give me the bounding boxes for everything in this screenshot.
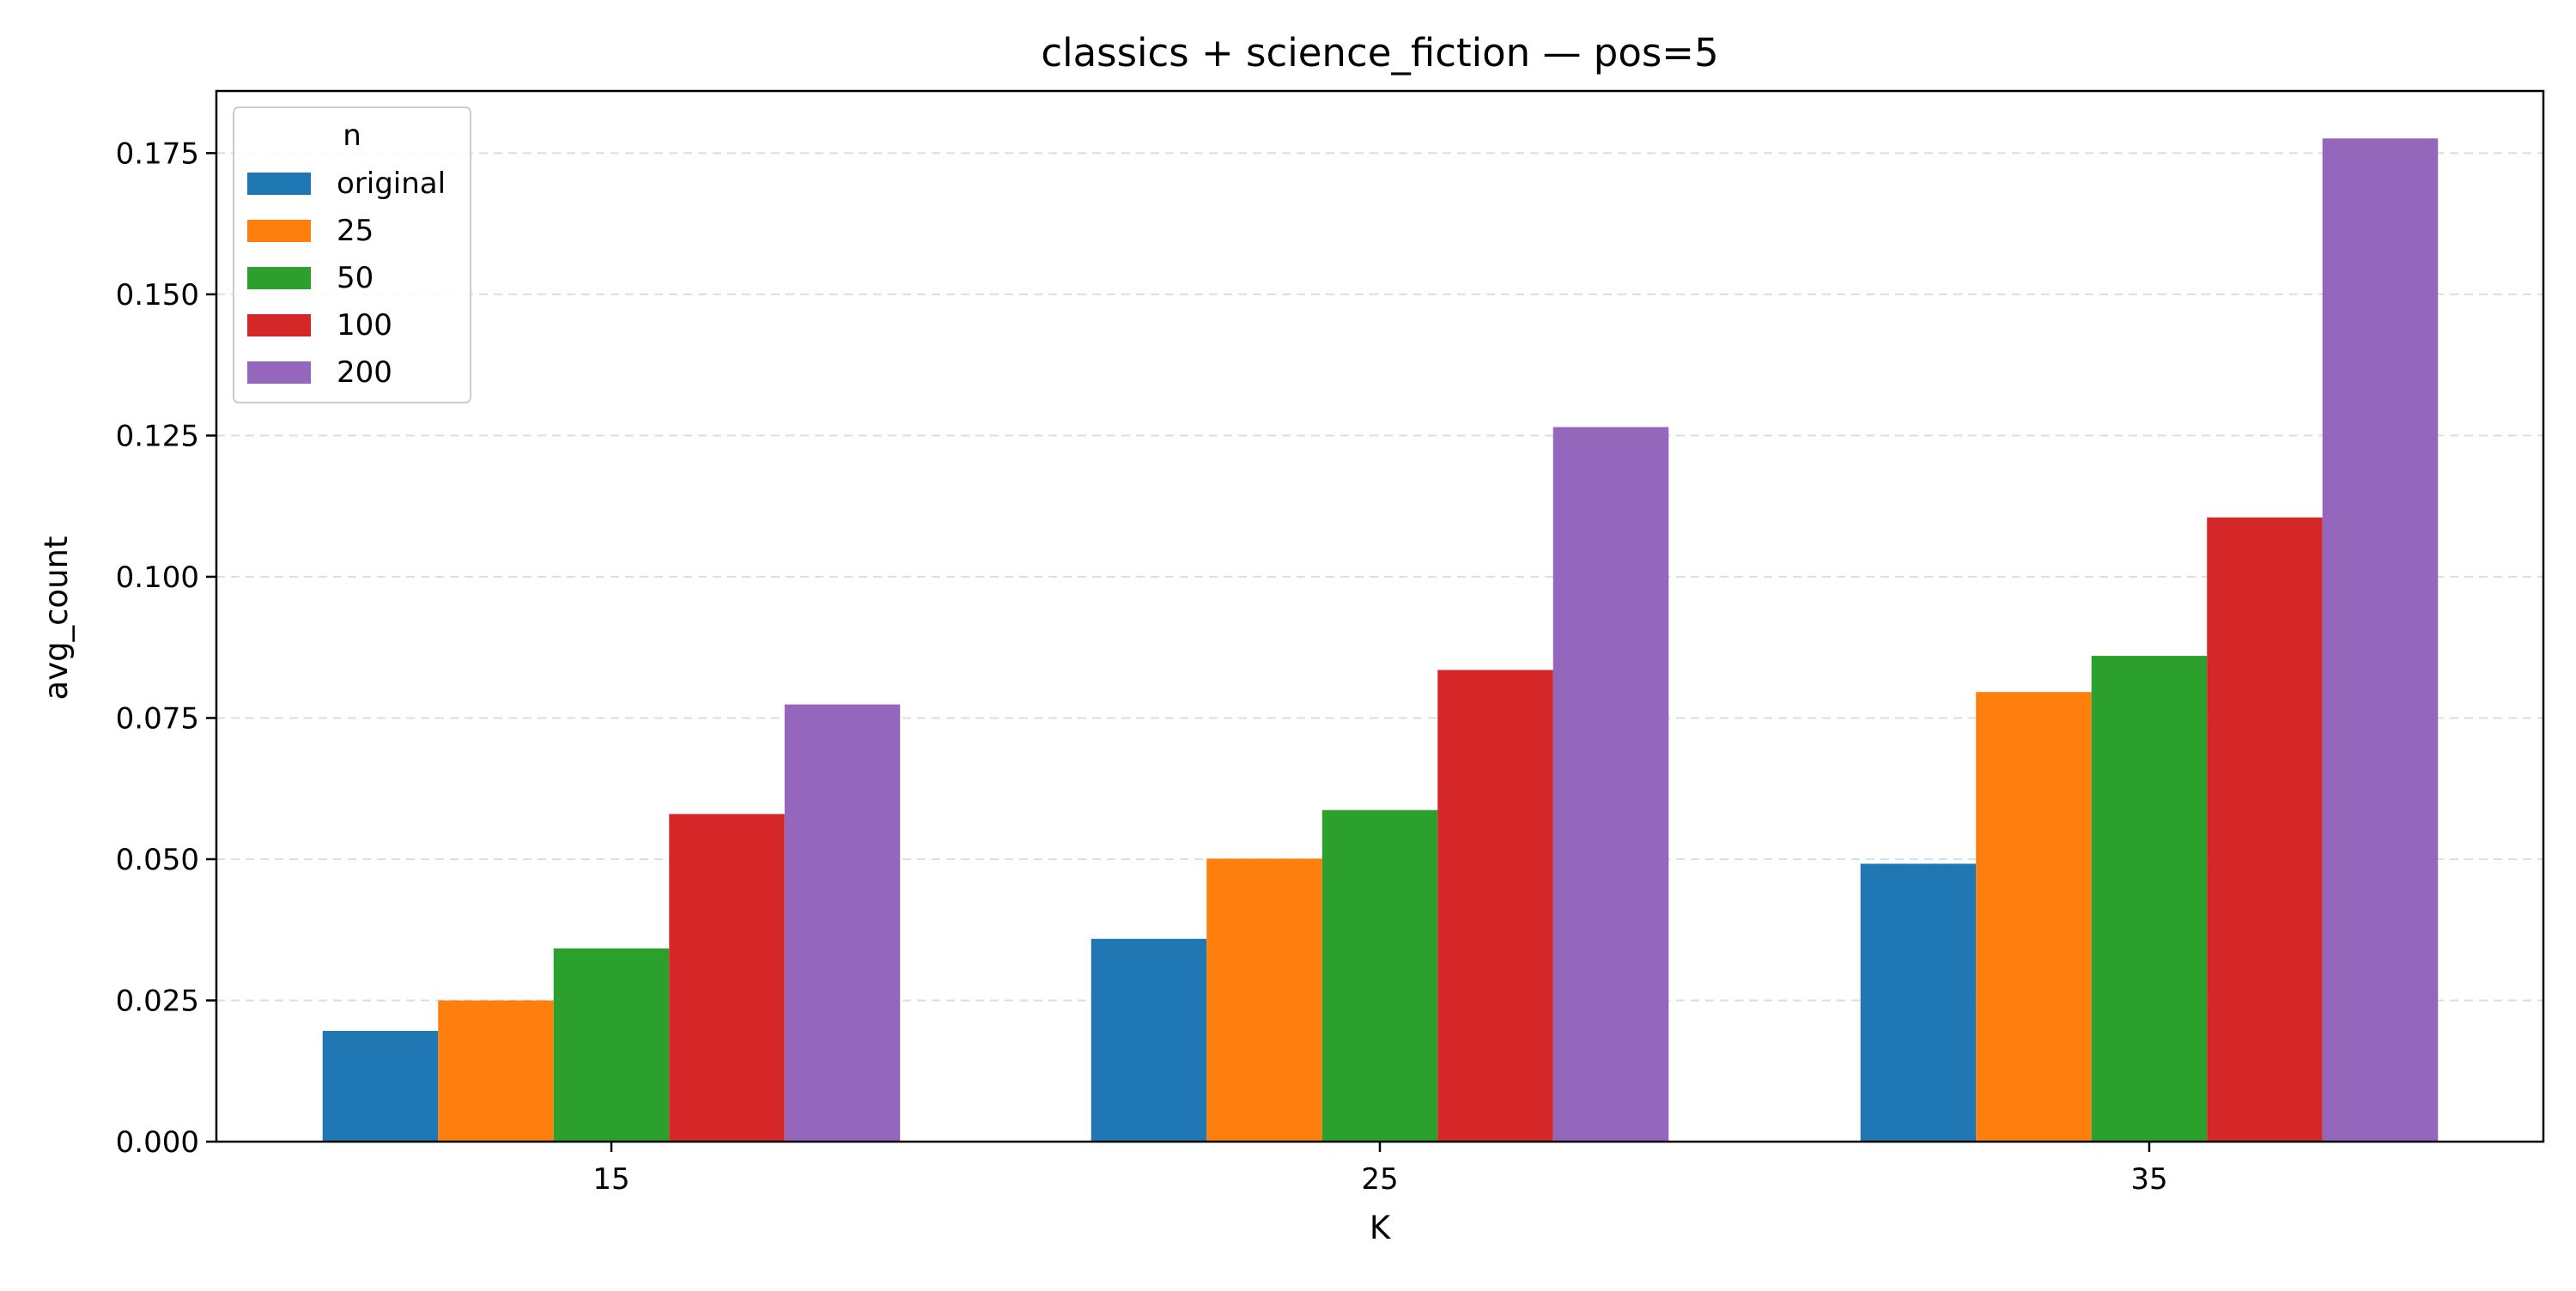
x-tick-label: 35	[2130, 1162, 2167, 1197]
legend-swatch	[247, 220, 311, 242]
bar-200-15	[784, 704, 901, 1142]
y-axis: 0.000 0.025 0.050 0.075 0.100 0.125 0.150 0.175	[116, 136, 216, 1160]
legend-label: 25	[337, 214, 374, 248]
bar-25-25	[1206, 858, 1322, 1142]
legend-swatch	[247, 173, 311, 195]
bar-25-15	[438, 1000, 554, 1142]
y-tick-label: 0.075	[116, 701, 199, 736]
legend-swatch	[247, 267, 311, 289]
legend-label: 50	[337, 261, 374, 295]
x-tick-label: 15	[592, 1162, 629, 1197]
bar-100-15	[669, 814, 785, 1142]
legend-label: original	[337, 167, 446, 201]
bar-200-35	[2322, 138, 2439, 1142]
y-tick-label: 0.100	[116, 561, 199, 595]
bar-100-25	[1437, 670, 1553, 1142]
legend-title: n	[343, 118, 361, 153]
bar-200-25	[1552, 427, 1669, 1142]
legend-swatch	[247, 361, 311, 384]
legend: n original 25 50 100 200	[233, 106, 471, 403]
y-tick-label: 0.025	[116, 984, 199, 1018]
bar-original-15	[322, 1031, 439, 1142]
x-axis-label: K	[1370, 1209, 1392, 1246]
legend-label: 100	[337, 308, 392, 342]
bar-50-35	[2091, 656, 2208, 1142]
y-tick-label: 0.050	[116, 843, 199, 877]
x-tick-label: 25	[1361, 1162, 1398, 1197]
bar-original-35	[1860, 864, 1977, 1142]
x-axis: 15 25 35	[592, 1142, 2168, 1197]
legend-label: 200	[337, 355, 392, 390]
bar-25-35	[1976, 692, 2092, 1142]
y-tick-label: 0.000	[116, 1125, 199, 1160]
y-axis-label: avg_count	[38, 536, 75, 700]
bar-100-35	[2207, 517, 2323, 1142]
bar-50-25	[1321, 809, 1438, 1142]
chart-title: classics + science_fiction — pos=5	[1041, 30, 1718, 76]
bars	[322, 138, 2439, 1142]
bar-50-15	[553, 948, 670, 1142]
y-tick-label: 0.175	[116, 136, 199, 171]
y-tick-label: 0.150	[116, 278, 199, 312]
bar-original-25	[1091, 938, 1207, 1142]
legend-swatch	[247, 314, 311, 336]
y-tick-label: 0.125	[116, 419, 199, 453]
